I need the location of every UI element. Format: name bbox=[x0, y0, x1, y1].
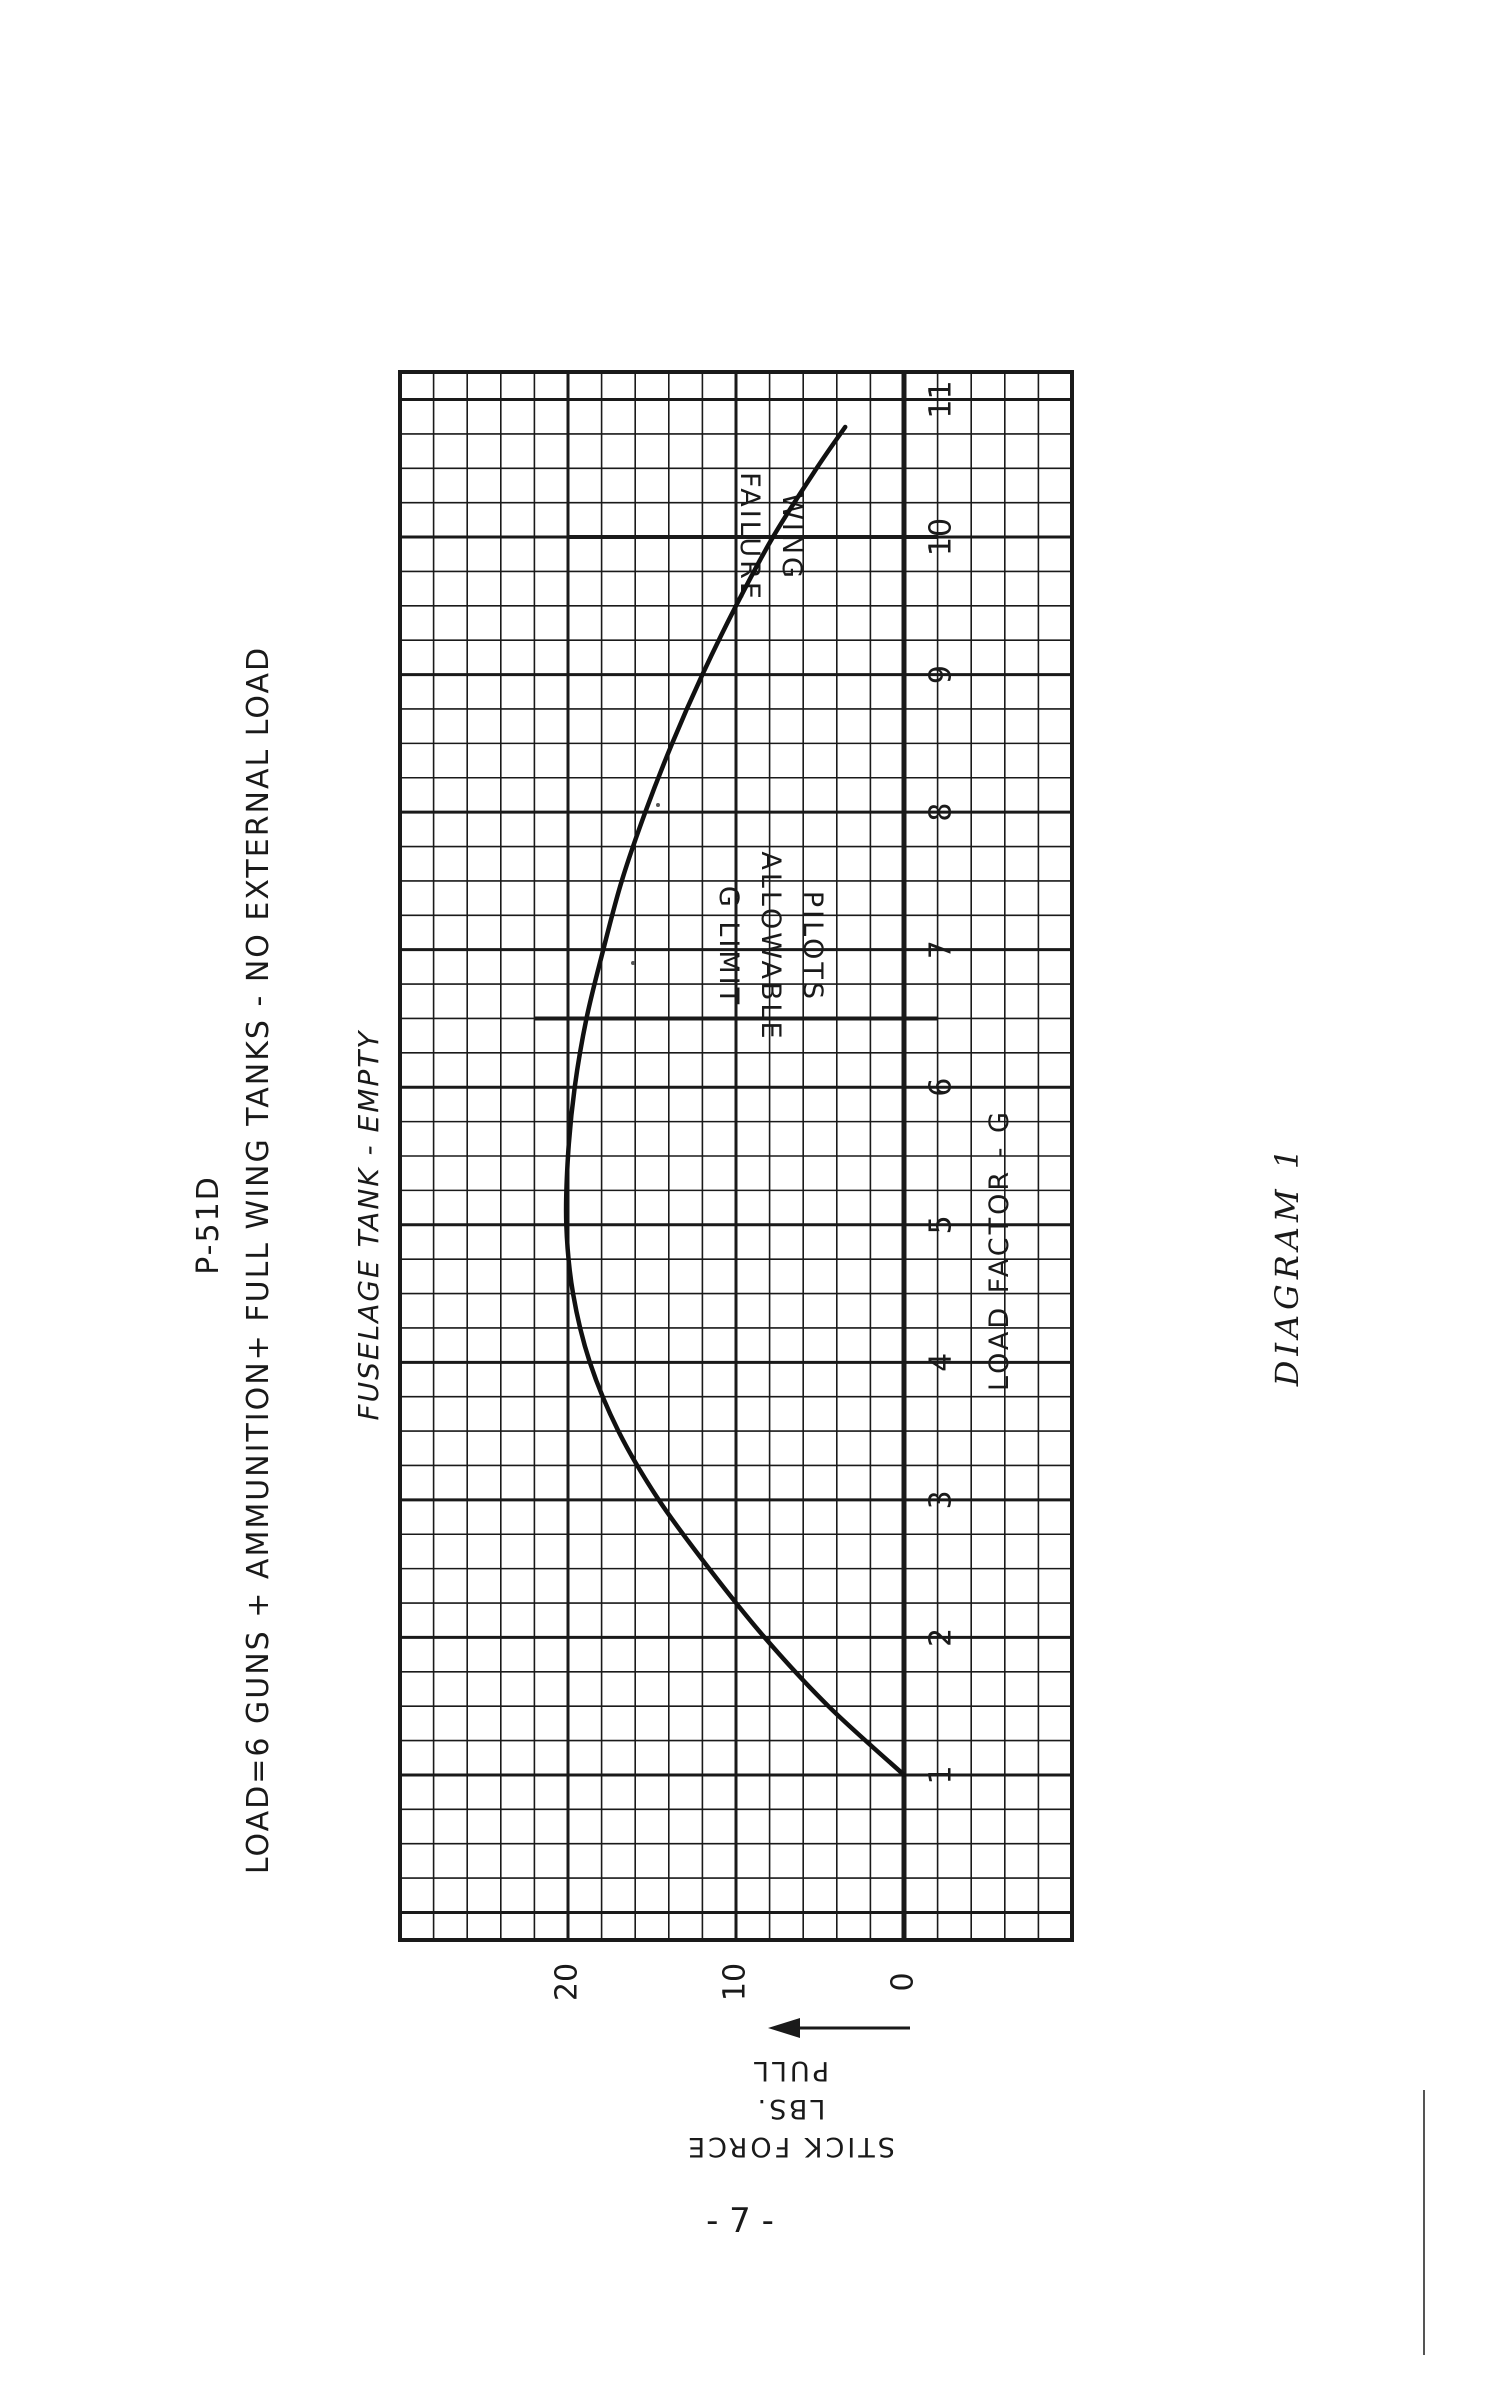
scan-speck bbox=[656, 803, 660, 807]
x-tick-label-6: 6 bbox=[924, 1078, 959, 1097]
diagram-caption: DIAGRAM 1 bbox=[1268, 1144, 1306, 1387]
x-axis-label: LOAD FACTOR - G bbox=[984, 1109, 1015, 1391]
y-tick-label-10: 10 bbox=[718, 1963, 753, 2001]
y-tick-label-20: 20 bbox=[550, 1963, 585, 2001]
load-description: LOAD=6 GUNS + AMMUNITION+ FULL WING TANK… bbox=[241, 646, 276, 1874]
x-tick-label-7: 7 bbox=[924, 940, 959, 959]
y-axis-label-line-2: LBS. bbox=[755, 2093, 826, 2124]
x-tick-label-3: 3 bbox=[924, 1490, 959, 1509]
x-tick-label-4: 4 bbox=[924, 1353, 959, 1372]
stick-force-curve bbox=[563, 424, 907, 1778]
fuel-condition-subtitle: FUSELAGE TANK - EMPTY bbox=[352, 1030, 385, 1421]
limit-label-line: PILOTS bbox=[797, 891, 828, 1002]
limit-label-0: PILOTS ALLOWABLE G LIMIT bbox=[713, 851, 828, 1041]
limit-label-line: G LIMIT bbox=[713, 886, 744, 1007]
x-tick-label-8: 8 bbox=[924, 803, 959, 822]
x-tick-label-9: 9 bbox=[924, 665, 959, 684]
aircraft-title: P-51D bbox=[191, 1175, 226, 1275]
pull-direction-arrow bbox=[768, 2018, 910, 2038]
scan-speck bbox=[631, 961, 635, 965]
plot-grid bbox=[400, 372, 1072, 1940]
y-tick-label-0: 0 bbox=[886, 1972, 921, 1991]
x-tick-label-5: 5 bbox=[924, 1215, 959, 1234]
y-axis-label-line-3: PULL bbox=[751, 2055, 829, 2086]
x-tick-label-11: 11 bbox=[924, 380, 959, 418]
x-tick-label-1: 1 bbox=[924, 1765, 959, 1784]
y-axis-label-line-1: STICK FORCE bbox=[685, 2131, 895, 2162]
page-number: - 7 - bbox=[706, 2201, 774, 2241]
x-tick-label-2: 2 bbox=[924, 1628, 959, 1647]
limit-label-line: ALLOWABLE bbox=[755, 851, 786, 1041]
